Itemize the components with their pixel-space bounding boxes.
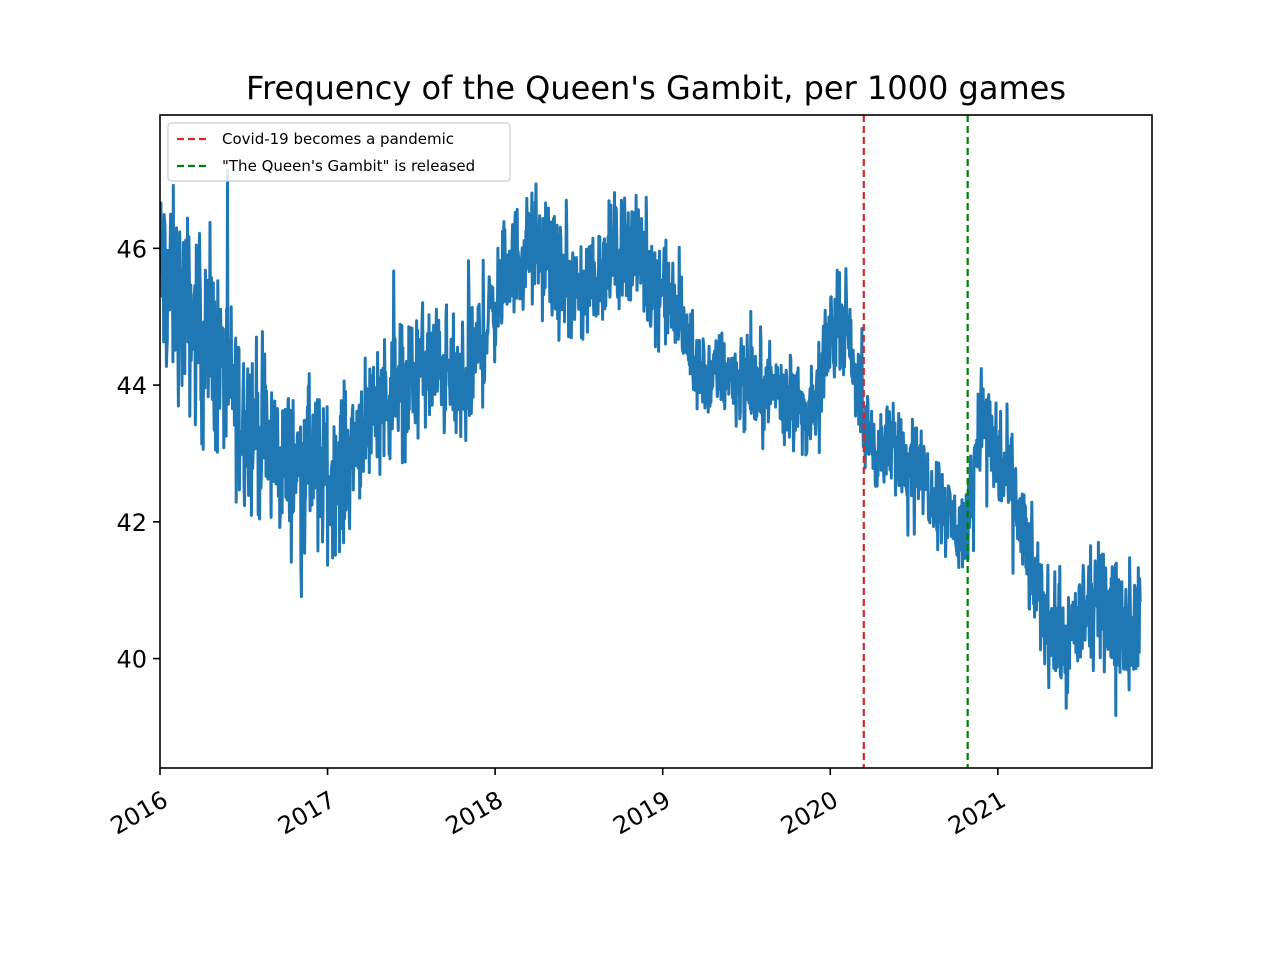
chart-title: Frequency of the Queen's Gambit, per 100… xyxy=(246,69,1066,107)
y-tick-label-1: 42 xyxy=(116,509,147,537)
y-tick-label-2: 44 xyxy=(116,372,147,400)
legend-box xyxy=(167,122,511,182)
legend: Covid-19 becomes a pandemic "The Queen's … xyxy=(167,122,511,182)
axes-frame xyxy=(159,114,1153,769)
series-line-0 xyxy=(160,168,1142,717)
legend-label-0: Covid-19 becomes a pandemic xyxy=(222,130,454,148)
y-tick-label-0: 40 xyxy=(116,646,147,674)
legend-label-1: "The Queen's Gambit" is released xyxy=(222,157,475,175)
y-tick-label-3: 46 xyxy=(116,235,147,263)
plot-area xyxy=(160,115,1142,768)
